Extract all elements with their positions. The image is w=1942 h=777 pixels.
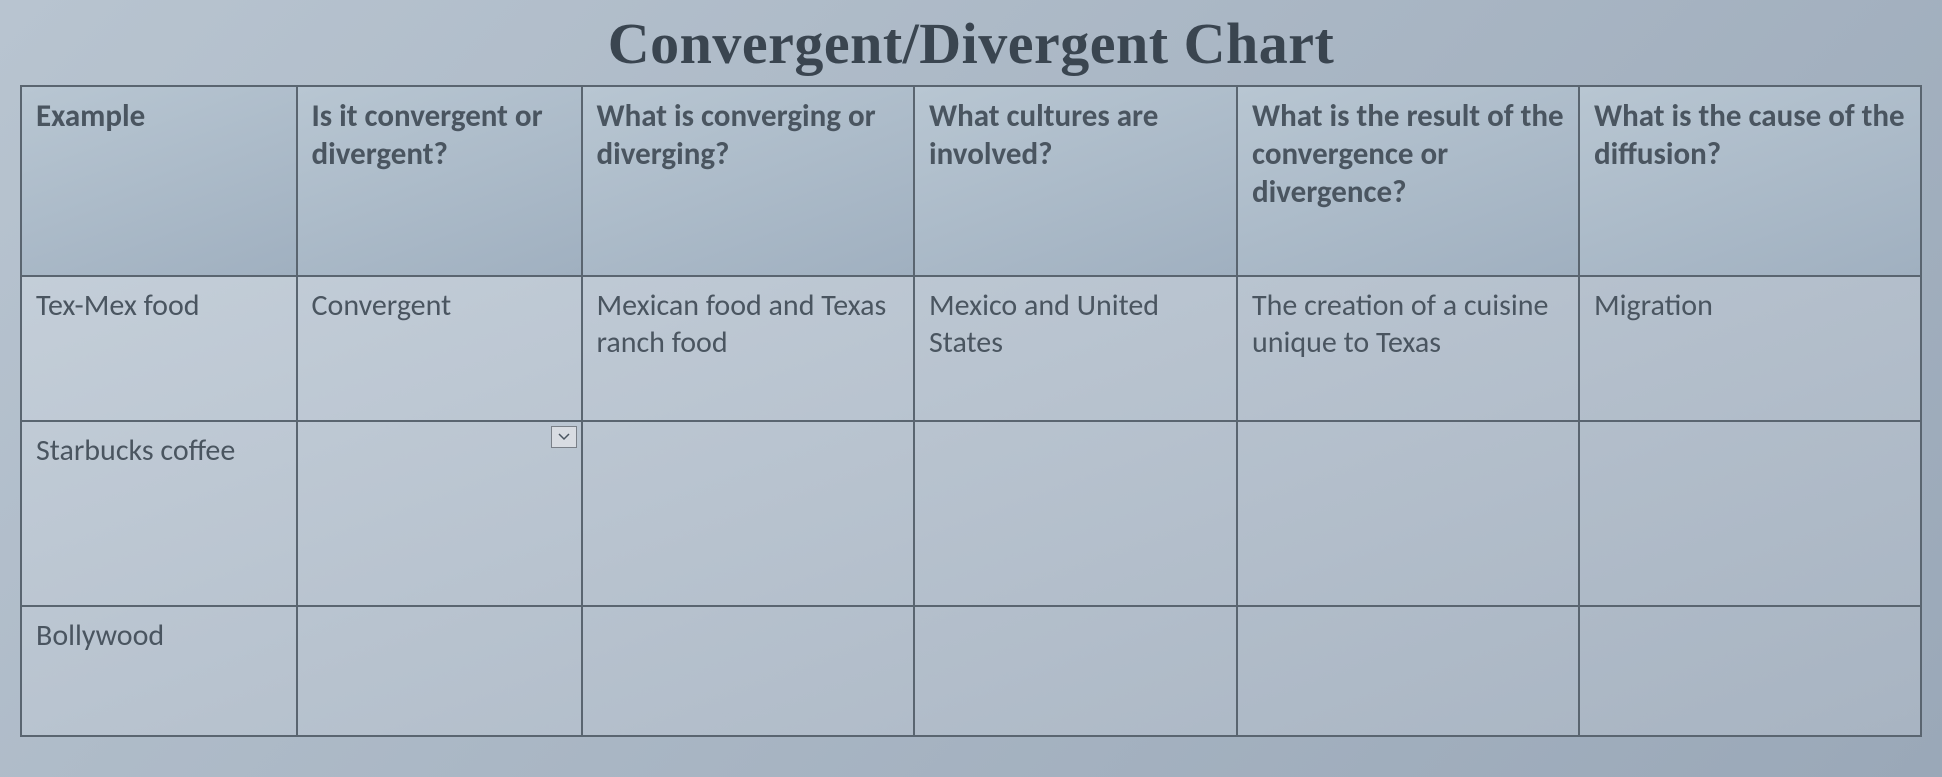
chevron-down-icon — [558, 433, 570, 441]
cell-result[interactable]: The creation of a cuisine unique to Texa… — [1237, 276, 1579, 421]
cell-what[interactable] — [582, 421, 915, 606]
cell-cause[interactable] — [1579, 606, 1921, 736]
cell-result[interactable] — [1237, 606, 1579, 736]
cell-example[interactable]: Starbucks coffee — [21, 421, 297, 606]
header-type: Is it convergent or divergent? — [297, 86, 582, 276]
header-result: What is the result of the convergence or… — [1237, 86, 1579, 276]
cell-example[interactable]: Tex-Mex food — [21, 276, 297, 421]
header-what: What is converging or diverging? — [582, 86, 915, 276]
header-cause: What is the cause of the diffusion? — [1579, 86, 1921, 276]
cell-type[interactable] — [297, 606, 582, 736]
header-cultures: What cultures are involved? — [914, 86, 1237, 276]
convergent-divergent-table: Example Is it convergent or divergent? W… — [20, 85, 1922, 737]
cell-cultures[interactable] — [914, 606, 1237, 736]
dropdown-button[interactable] — [551, 426, 577, 448]
cell-cultures[interactable]: Mexico and United States — [914, 276, 1237, 421]
cell-result[interactable] — [1237, 421, 1579, 606]
cell-type-dropdown[interactable] — [297, 421, 582, 606]
cell-type[interactable]: Convergent — [297, 276, 582, 421]
cell-cause[interactable] — [1579, 421, 1921, 606]
cell-cause[interactable]: Migration — [1579, 276, 1921, 421]
chart-title: Convergent/Divergent Chart — [20, 10, 1922, 77]
cell-what[interactable]: Mexican food and Texas ranch food — [582, 276, 915, 421]
table-header-row: Example Is it convergent or divergent? W… — [21, 86, 1921, 276]
table-row: Starbucks coffee — [21, 421, 1921, 606]
header-example: Example — [21, 86, 297, 276]
cell-cultures[interactable] — [914, 421, 1237, 606]
cell-example[interactable]: Bollywood — [21, 606, 297, 736]
table-row: Bollywood — [21, 606, 1921, 736]
cell-what[interactable] — [582, 606, 915, 736]
table-row: Tex-Mex food Convergent Mexican food and… — [21, 276, 1921, 421]
